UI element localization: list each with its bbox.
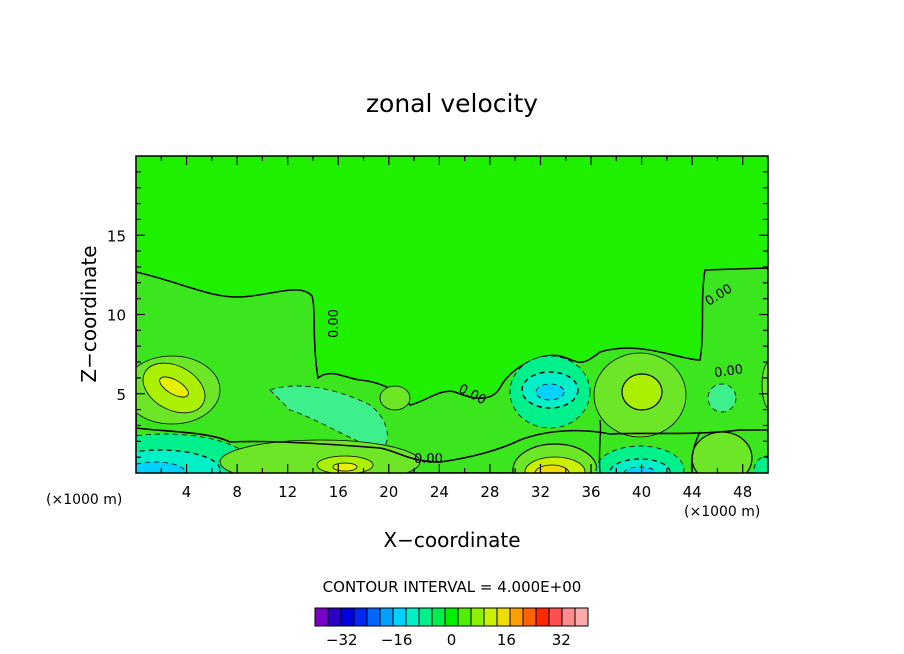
x-axis-ticks: 4 8 12 16 20 24 28 32 36 40 44 48	[160, 156, 752, 501]
contour-label-0: 0.00	[327, 309, 342, 338]
positive-lobe-x20	[379, 385, 411, 411]
y-axis-ticks: 5 10 15	[107, 171, 768, 458]
colorbar-swatch	[548, 607, 563, 627]
colorbar-swatch	[418, 607, 433, 627]
positive-core-right-inner	[621, 373, 663, 411]
negative-lobe-corner-right	[753, 455, 768, 473]
colorbar-tick-label: −16	[381, 631, 413, 649]
colorbar-swatch	[353, 607, 368, 627]
chart-title: zonal velocity	[366, 89, 538, 118]
colorbar-swatch	[522, 607, 537, 627]
x-tick-label: 24	[430, 483, 449, 501]
positive-lobe-bottom-far-right	[691, 431, 753, 473]
x-tick-label: 20	[379, 483, 398, 501]
colorbar-swatch	[444, 607, 459, 627]
x-tick-label: 36	[581, 483, 600, 501]
negative-core-mid-inner	[535, 383, 565, 401]
colorbar-swatch	[366, 607, 381, 627]
x-tick-label: 44	[683, 483, 702, 501]
colorbar-swatch	[327, 607, 342, 627]
x-tick-label: 12	[278, 483, 297, 501]
contour-label-2: 0.00	[713, 362, 744, 381]
zero-contour-lower	[136, 427, 768, 463]
x-tick-label: 32	[531, 483, 550, 501]
negative-tongue-mid	[269, 385, 388, 451]
colorbar-ticks: −32 −16 0 16 32	[326, 631, 571, 649]
colorbar-swatch	[340, 607, 355, 627]
x-tick-label: 4	[182, 483, 192, 501]
positive-core-bottom-mid-inner	[332, 462, 358, 472]
positive-lobe-far-right	[761, 361, 768, 409]
contour-field: 0.00 0.00 0.00 0.00 0.00	[136, 156, 768, 473]
colorbar	[314, 607, 589, 627]
y-axis-label: Z−coordinate	[77, 245, 101, 382]
negative-lobe-right	[707, 383, 737, 413]
negative-core-bottom-right-mid	[609, 458, 671, 473]
contour-interval-text: CONTOUR INTERVAL = 4.000E+00	[323, 578, 582, 596]
colorbar-swatch	[561, 607, 576, 627]
negative-core-bottom-left-inner	[136, 461, 186, 473]
colorbar-swatch	[405, 607, 420, 627]
colorbar-swatch	[314, 607, 329, 627]
y-tick-label: 5	[116, 386, 126, 404]
negative-core-bottom-right-inner	[623, 466, 657, 473]
x-tick-label: 16	[329, 483, 348, 501]
x-axis-label: X−coordinate	[383, 528, 520, 552]
positive-core-bottom-right-inner	[534, 464, 570, 473]
colorbar-tick-label: 16	[497, 631, 516, 649]
colorbar-swatch	[470, 607, 485, 627]
colorbar-swatch	[496, 607, 511, 627]
contour-label-4: 0.00	[414, 452, 443, 467]
colorbar-swatch	[483, 607, 498, 627]
x-tick-label: 28	[480, 483, 499, 501]
zero-contour-vertical-36	[598, 419, 602, 473]
x-unit-left: (×1000 m)	[46, 492, 122, 508]
colorbar-swatch	[509, 607, 524, 627]
colorbar-swatch	[379, 607, 394, 627]
y-tick-label: 10	[107, 307, 126, 325]
x-tick-label: 48	[733, 483, 752, 501]
colorbar-tick-label: 0	[447, 631, 457, 649]
colorbar-tick-label: −32	[326, 631, 358, 649]
colorbar-swatch	[457, 607, 472, 627]
positive-core-left-inner	[159, 376, 189, 398]
colorbar-swatch	[431, 607, 446, 627]
x-tick-label: 40	[632, 483, 651, 501]
colorbar-swatch	[535, 607, 550, 627]
colorbar-swatch	[392, 607, 407, 627]
y-tick-label: 15	[107, 227, 126, 245]
colorbar-swatch	[574, 607, 589, 627]
x-unit-right: (×1000 m)	[684, 504, 760, 520]
colorbar-tick-label: 32	[552, 631, 571, 649]
x-tick-label: 8	[232, 483, 242, 501]
